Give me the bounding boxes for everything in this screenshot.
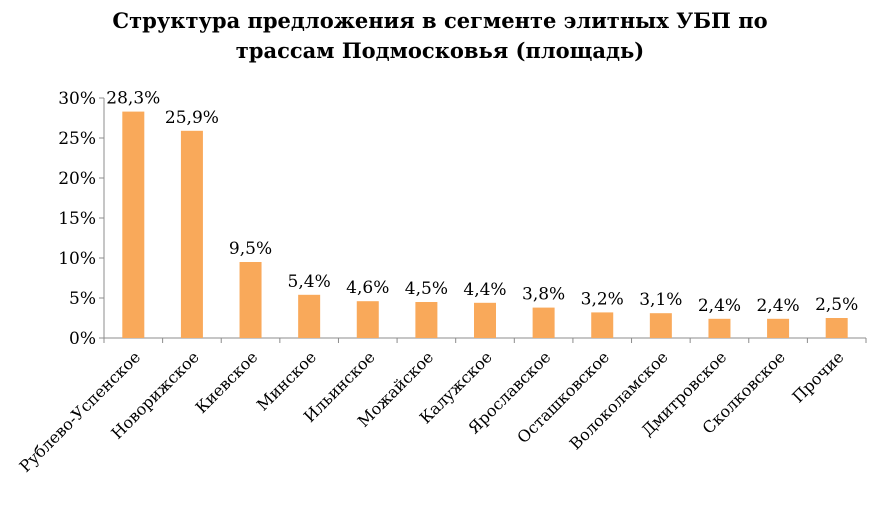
y-tick-label: 20% bbox=[58, 169, 96, 189]
bar bbox=[474, 302, 496, 338]
data-label: 2,4% bbox=[756, 296, 799, 316]
chart-title-line-2: трассам Подмосковья (площадь) bbox=[235, 38, 645, 63]
bar bbox=[415, 302, 438, 338]
data-label: 28,3% bbox=[106, 89, 160, 109]
bar bbox=[649, 313, 672, 338]
data-label: 3,1% bbox=[639, 290, 682, 310]
bar bbox=[532, 307, 555, 338]
category-label: Киевское bbox=[192, 347, 262, 417]
y-tick-label: 0% bbox=[69, 329, 96, 349]
y-tick-label: 15% bbox=[58, 209, 96, 229]
data-label: 25,9% bbox=[165, 108, 219, 128]
bar bbox=[356, 301, 379, 338]
data-label: 3,8% bbox=[522, 285, 565, 305]
chart-title-line-1: Структура предложения в сегменте элитных… bbox=[112, 8, 768, 33]
bar bbox=[591, 312, 614, 338]
y-tick-label: 25% bbox=[58, 129, 96, 149]
data-label: 2,4% bbox=[698, 296, 741, 316]
data-label: 4,5% bbox=[405, 279, 448, 299]
y-tick-label: 5% bbox=[69, 289, 96, 309]
category-label: Прочие bbox=[788, 347, 847, 406]
bar bbox=[239, 262, 262, 338]
bar bbox=[298, 294, 321, 338]
y-tick-label: 30% bbox=[58, 89, 96, 109]
y-tick-label: 10% bbox=[58, 249, 96, 269]
data-label: 4,6% bbox=[346, 278, 389, 298]
bar bbox=[122, 111, 145, 338]
category-label: Волоколамское bbox=[566, 347, 672, 453]
data-label: 5,4% bbox=[288, 272, 331, 292]
bar bbox=[708, 318, 731, 338]
bar bbox=[180, 130, 203, 338]
data-label: 9,5% bbox=[229, 239, 272, 259]
data-label: 2,5% bbox=[815, 295, 858, 315]
data-label: 3,2% bbox=[581, 289, 624, 309]
data-label: 4,4% bbox=[463, 280, 506, 300]
bar bbox=[825, 318, 848, 338]
bar bbox=[767, 318, 790, 338]
